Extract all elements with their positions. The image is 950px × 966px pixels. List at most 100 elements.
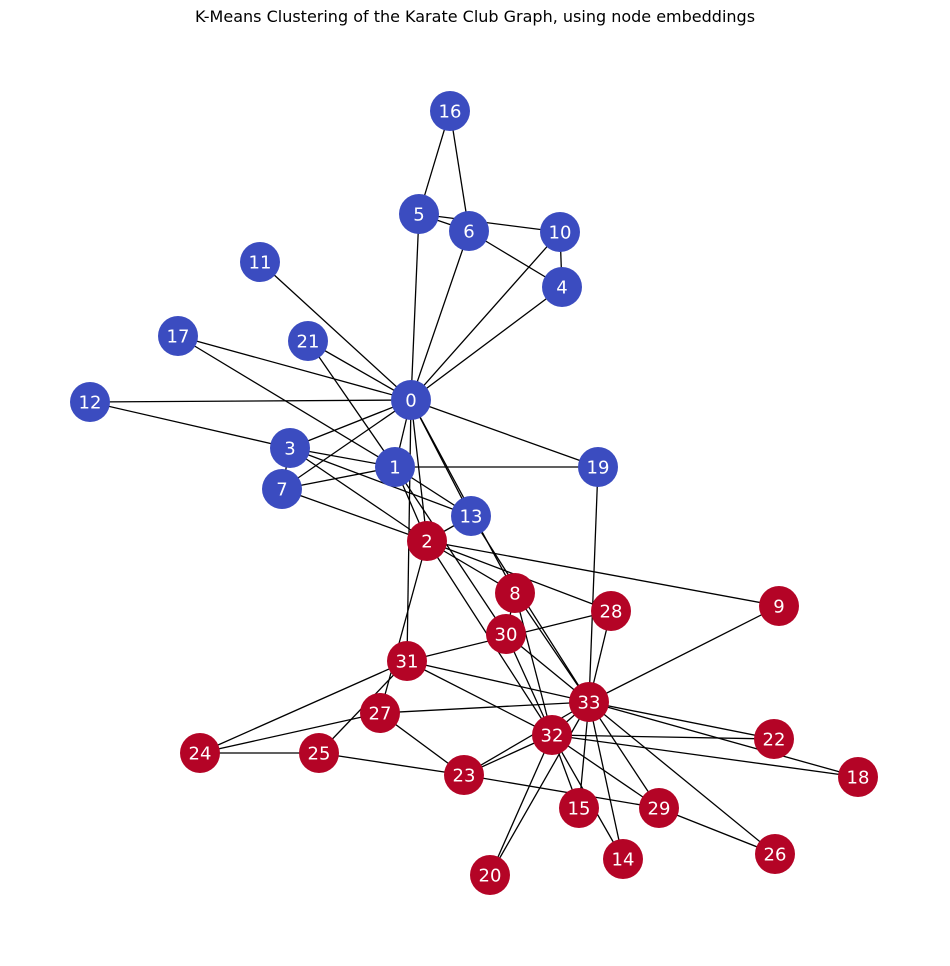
edge-8-32 xyxy=(514,592,553,736)
node-label-6: 6 xyxy=(463,222,474,243)
node-17: 17 xyxy=(158,316,198,356)
node-circle-17 xyxy=(158,316,198,356)
node-circle-15 xyxy=(559,788,599,828)
node-label-13: 13 xyxy=(460,507,483,528)
node-24: 24 xyxy=(180,733,220,773)
node-label-10: 10 xyxy=(549,223,572,244)
edge-23-29 xyxy=(463,774,660,809)
node-label-33: 33 xyxy=(578,693,601,714)
node-21: 21 xyxy=(288,321,328,361)
edge-26-33 xyxy=(588,701,776,855)
edge-0-13 xyxy=(410,399,472,517)
node-label-4: 4 xyxy=(556,278,567,299)
node-26: 26 xyxy=(755,834,795,874)
node-circle-7 xyxy=(262,469,302,509)
edge-0-19 xyxy=(410,399,599,468)
node-label-11: 11 xyxy=(249,253,272,274)
node-29: 29 xyxy=(639,788,679,828)
edge-19-33 xyxy=(588,466,599,703)
edge-1-17 xyxy=(177,335,396,468)
edge-layer xyxy=(89,110,859,876)
node-31: 31 xyxy=(387,641,427,681)
node-label-1: 1 xyxy=(389,458,400,479)
edge-2-7 xyxy=(281,488,428,542)
edge-6-16 xyxy=(449,110,470,232)
node-circle-29 xyxy=(639,788,679,828)
node-7: 7 xyxy=(262,469,302,509)
edge-0-11 xyxy=(259,261,412,401)
edge-18-33 xyxy=(588,701,859,778)
node-circle-28 xyxy=(591,591,631,631)
node-circle-27 xyxy=(360,693,400,733)
node-16: 16 xyxy=(430,91,470,131)
node-0: 0 xyxy=(391,380,431,420)
node-11: 11 xyxy=(240,242,280,282)
node-label-19: 19 xyxy=(587,458,610,479)
node-20: 20 xyxy=(470,855,510,895)
node-10: 10 xyxy=(540,212,580,252)
node-circle-16 xyxy=(430,91,470,131)
node-circle-18 xyxy=(838,757,878,797)
node-13: 13 xyxy=(451,496,491,536)
node-9: 9 xyxy=(759,586,799,626)
node-label-9: 9 xyxy=(773,597,784,618)
edge-22-32 xyxy=(551,734,775,740)
node-label-12: 12 xyxy=(79,393,102,414)
edge-13-33 xyxy=(470,515,590,703)
node-circle-20 xyxy=(470,855,510,895)
node-27: 27 xyxy=(360,693,400,733)
edge-5-10 xyxy=(418,213,561,233)
node-circle-26 xyxy=(755,834,795,874)
node-layer: 0123456789101112131415161718192021222324… xyxy=(70,91,878,895)
node-circle-0 xyxy=(391,380,431,420)
edge-22-33 xyxy=(588,701,775,740)
node-label-14: 14 xyxy=(612,850,635,871)
edge-3-12 xyxy=(89,401,291,449)
edge-2-3 xyxy=(289,447,428,542)
edge-0-10 xyxy=(410,231,561,401)
node-label-25: 25 xyxy=(308,744,331,765)
edge-1-21 xyxy=(307,340,396,468)
node-label-2: 2 xyxy=(421,532,432,553)
node-4: 4 xyxy=(542,267,582,307)
node-circle-6 xyxy=(449,211,489,251)
node-28: 28 xyxy=(591,591,631,631)
node-circle-25 xyxy=(299,733,339,773)
node-label-0: 0 xyxy=(405,391,416,412)
node-label-5: 5 xyxy=(413,205,424,226)
edge-8-33 xyxy=(514,592,590,703)
node-circle-11 xyxy=(240,242,280,282)
node-30: 30 xyxy=(486,614,526,654)
edge-0-2 xyxy=(410,399,428,542)
edge-23-33 xyxy=(463,701,590,776)
node-label-30: 30 xyxy=(495,625,518,646)
node-6: 6 xyxy=(449,211,489,251)
node-circle-9 xyxy=(759,586,799,626)
node-label-31: 31 xyxy=(396,652,419,673)
edge-9-33 xyxy=(588,605,780,703)
edge-27-33 xyxy=(379,701,590,714)
node-label-24: 24 xyxy=(189,744,212,765)
node-circle-8 xyxy=(495,573,535,613)
node-circle-3 xyxy=(270,428,310,468)
node-circle-13 xyxy=(451,496,491,536)
node-circle-33 xyxy=(569,682,609,722)
node-circle-4 xyxy=(542,267,582,307)
node-label-32: 32 xyxy=(541,726,564,747)
edge-0-31 xyxy=(406,399,412,662)
edge-18-32 xyxy=(551,734,859,778)
node-label-15: 15 xyxy=(568,799,591,820)
node-circle-31 xyxy=(387,641,427,681)
edge-24-31 xyxy=(199,660,408,754)
node-18: 18 xyxy=(838,757,878,797)
node-label-3: 3 xyxy=(284,439,295,460)
node-circle-30 xyxy=(486,614,526,654)
edge-20-33 xyxy=(489,701,590,876)
node-22: 22 xyxy=(754,719,794,759)
node-circle-10 xyxy=(540,212,580,252)
node-8: 8 xyxy=(495,573,535,613)
node-1: 1 xyxy=(375,447,415,487)
node-5: 5 xyxy=(399,194,439,234)
node-33: 33 xyxy=(569,682,609,722)
node-circle-12 xyxy=(70,382,110,422)
